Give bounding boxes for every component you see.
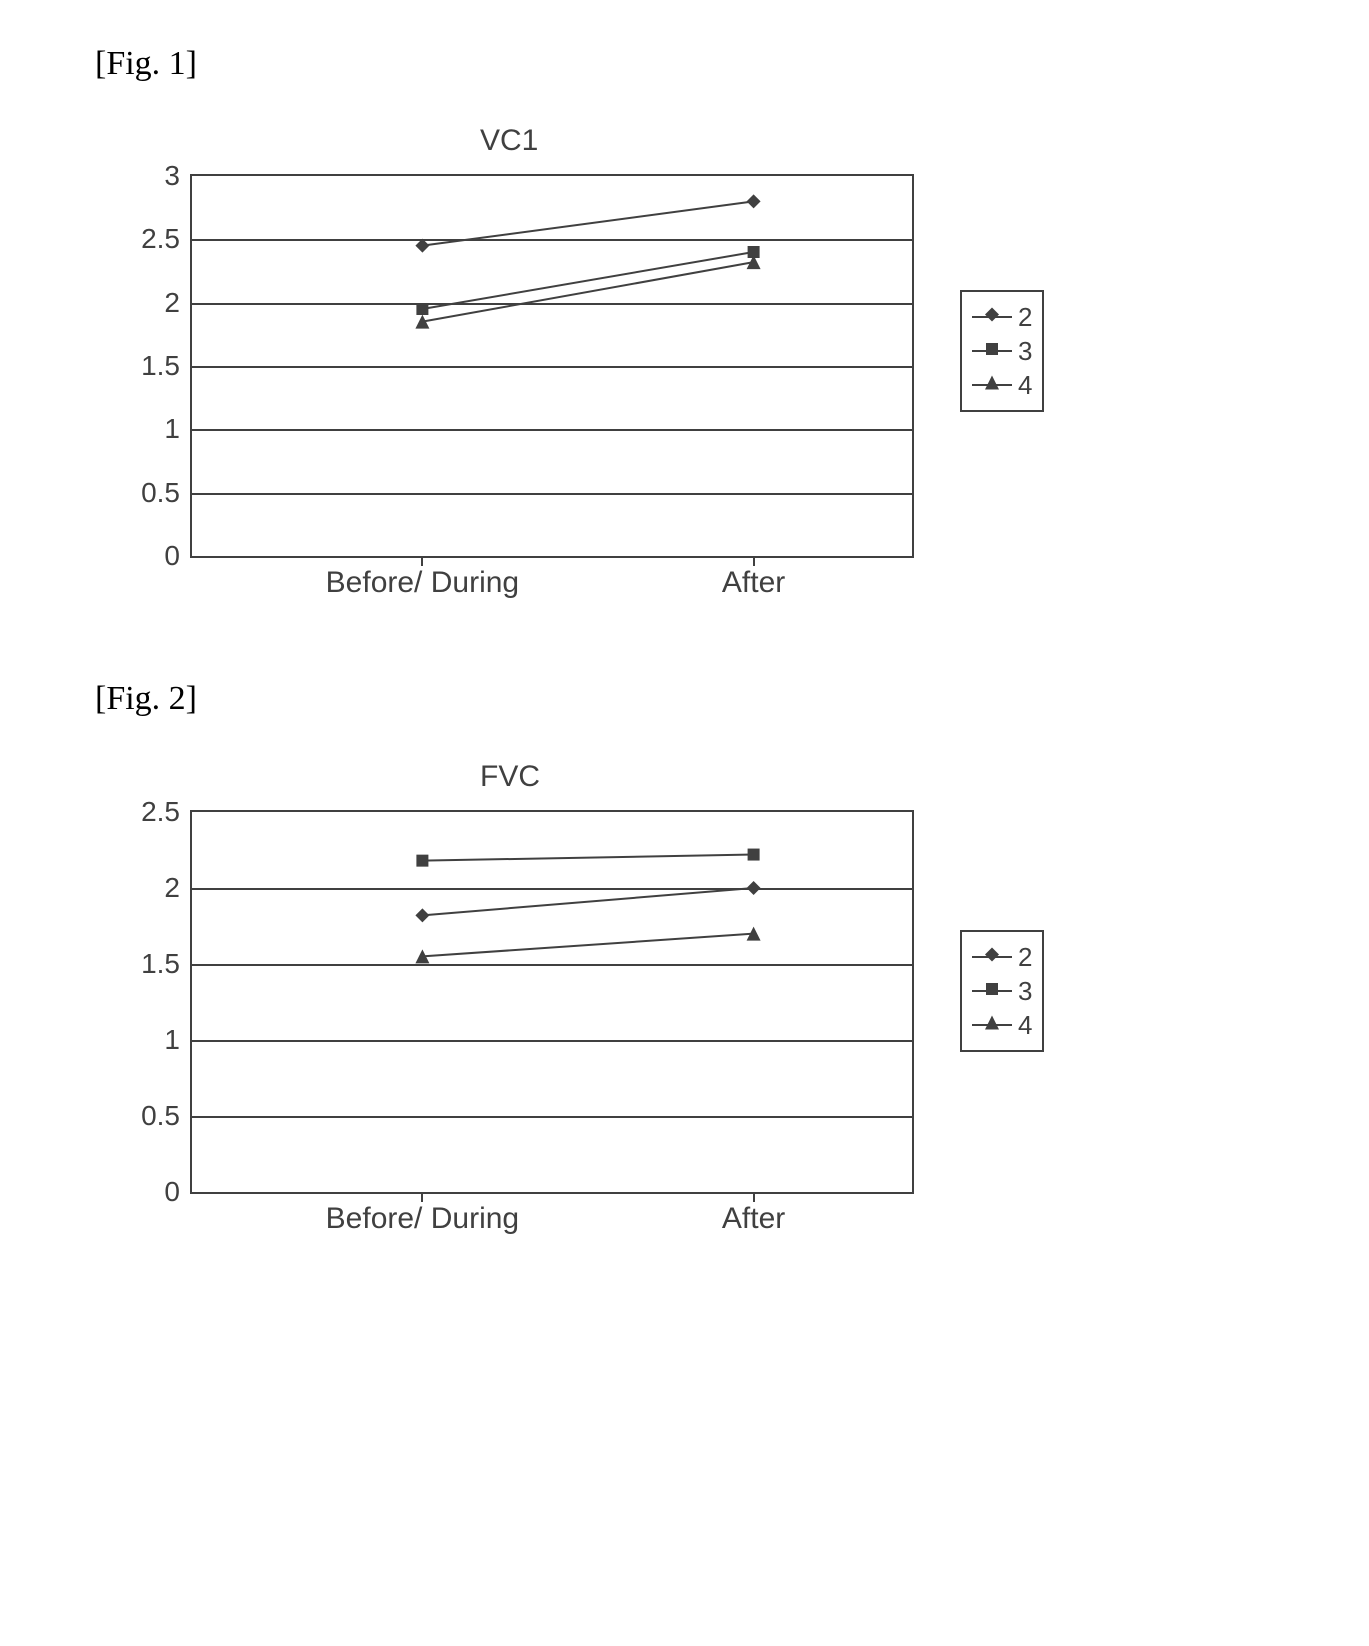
chart-svg <box>192 176 912 556</box>
legend-line-icon <box>972 384 1012 386</box>
xtick-mark <box>421 556 423 566</box>
legend-label: 2 <box>1018 942 1032 973</box>
ytick-label: 0.5 <box>141 477 180 509</box>
marker-square-icon <box>986 342 998 360</box>
legend-line-icon <box>972 350 1012 352</box>
ytick-label: 1.5 <box>141 350 180 382</box>
marker-square-icon <box>416 855 428 867</box>
legend-item-2: 2 <box>972 300 1032 334</box>
ytick-label: 2 <box>164 287 180 319</box>
legend-line-icon <box>972 1024 1012 1026</box>
legend-item-4: 4 <box>972 1008 1032 1042</box>
chart-svg <box>192 812 912 1192</box>
series-line-3 <box>422 855 753 861</box>
legend-label: 3 <box>1018 976 1032 1007</box>
marker-diamond-icon <box>985 948 999 967</box>
marker-diamond-icon <box>985 308 999 327</box>
legend-line-icon <box>972 316 1012 318</box>
xtick-label: Before/ During <box>326 1202 519 1236</box>
marker-square-icon <box>986 982 998 1000</box>
ytick-label: 1 <box>164 1024 180 1056</box>
legend-item-2: 2 <box>972 940 1032 974</box>
legend-line-icon <box>972 990 1012 992</box>
marker-diamond-icon <box>747 194 761 208</box>
legend-label: 4 <box>1018 370 1032 401</box>
fig1-plot-area: 00.511.522.53Before/ DuringAfter <box>190 174 914 558</box>
legend-label: 2 <box>1018 302 1032 333</box>
ytick-label: 2 <box>164 872 180 904</box>
ytick-label: 2.5 <box>141 796 180 828</box>
ytick-label: 0 <box>164 540 180 572</box>
xtick-label: After <box>722 1202 785 1236</box>
series-line-4 <box>422 934 753 957</box>
legend-line-icon <box>972 956 1012 958</box>
series-line-2 <box>422 201 753 245</box>
page: [Fig. 1] VC1 00.511.522.53Before/ During… <box>0 0 1369 1646</box>
marker-diamond-icon <box>415 239 429 253</box>
ytick-label: 0.5 <box>141 1100 180 1132</box>
xtick-mark <box>753 1192 755 1202</box>
legend-item-4: 4 <box>972 368 1032 402</box>
xtick-label: Before/ During <box>326 566 519 600</box>
fig2-legend: 234 <box>960 930 1044 1052</box>
fig2-title: FVC <box>480 760 540 794</box>
series-line-4 <box>422 262 753 322</box>
fig1-title: VC1 <box>480 124 538 158</box>
ytick-label: 1 <box>164 413 180 445</box>
series-line-3 <box>422 252 753 309</box>
legend-item-3: 3 <box>972 974 1032 1008</box>
xtick-mark <box>753 556 755 566</box>
marker-triangle-icon <box>985 1016 999 1035</box>
xtick-mark <box>421 1192 423 1202</box>
marker-square-icon <box>416 303 428 315</box>
marker-diamond-icon <box>415 908 429 922</box>
legend-item-3: 3 <box>972 334 1032 368</box>
legend-label: 3 <box>1018 336 1032 367</box>
legend-label: 4 <box>1018 1010 1032 1041</box>
marker-square-icon <box>748 849 760 861</box>
ytick-label: 1.5 <box>141 948 180 980</box>
ytick-label: 2.5 <box>141 223 180 255</box>
marker-triangle-icon <box>985 376 999 395</box>
fig1-legend: 234 <box>960 290 1044 412</box>
ytick-label: 0 <box>164 1176 180 1208</box>
marker-diamond-icon <box>747 881 761 895</box>
series-line-2 <box>422 888 753 915</box>
fig1-label: [Fig. 1] <box>95 45 197 83</box>
fig2-plot-area: 00.511.522.5Before/ DuringAfter <box>190 810 914 1194</box>
xtick-label: After <box>722 566 785 600</box>
ytick-label: 3 <box>164 160 180 192</box>
fig2-label: [Fig. 2] <box>95 680 197 718</box>
